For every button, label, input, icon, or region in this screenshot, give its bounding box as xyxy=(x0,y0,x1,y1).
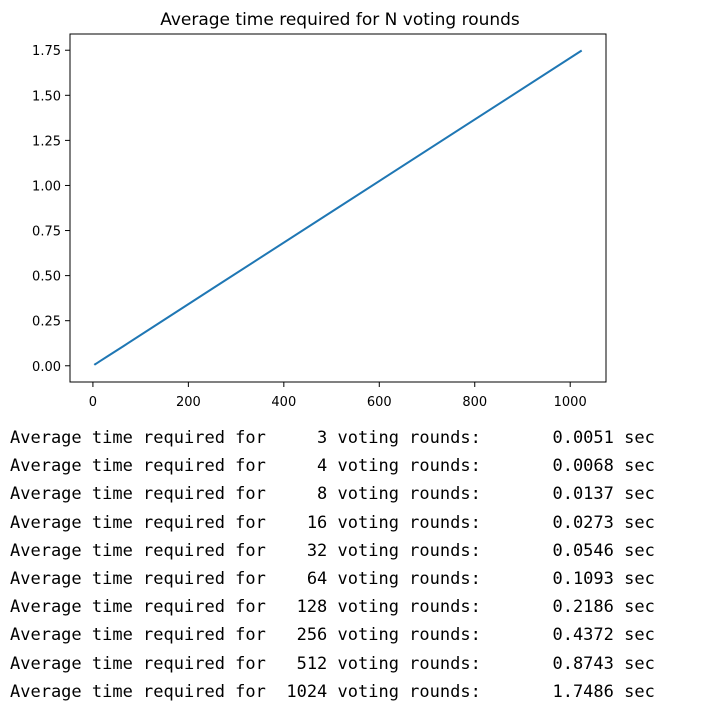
output-middle: voting rounds: xyxy=(337,428,481,448)
output-time: 0.0546 xyxy=(480,540,625,561)
output-time: 0.0068 xyxy=(480,456,625,477)
output-time: 1.7486 xyxy=(480,681,625,702)
y-axis: 0.00 0.25 0.50 0.75 1.00 1.25 1.50 1.75 xyxy=(32,44,70,375)
output-time: 0.0273 xyxy=(480,512,625,533)
output-line: Average time required for 128 voting rou… xyxy=(10,593,717,621)
y-tick-label: 1.50 xyxy=(32,89,61,104)
x-tick-label: 0 xyxy=(89,395,97,410)
chart-figure: Average time required for N voting round… xyxy=(32,10,607,410)
output-unit: sec xyxy=(624,540,655,561)
output-line: Average time required for 3 voting round… xyxy=(10,424,717,452)
x-tick-label: 1000 xyxy=(554,395,587,410)
plot-area xyxy=(69,33,607,383)
output-prefix: Average time required for xyxy=(10,512,266,533)
output-line: Average time required for 32 voting roun… xyxy=(10,537,717,565)
output-n: 1024 xyxy=(265,681,338,702)
output-line: Average time required for 8 voting round… xyxy=(10,480,717,508)
output-line: Average time required for 256 voting rou… xyxy=(10,621,717,649)
output-n: 64 xyxy=(265,568,338,589)
output-unit: sec xyxy=(624,512,655,533)
y-tick-label: 1.75 xyxy=(32,44,61,59)
output-line: Average time required for 16 voting roun… xyxy=(10,509,717,537)
x-tick-label: 600 xyxy=(367,395,392,410)
output-time: 0.0051 xyxy=(480,428,625,448)
output-prefix: Average time required for xyxy=(10,653,266,674)
output-prefix: Average time required for xyxy=(10,625,266,646)
output-line: Average time required for 1024 voting ro… xyxy=(10,678,717,706)
output-line: Average time required for 64 voting roun… xyxy=(10,565,717,593)
line-chart: Average time required for N voting round… xyxy=(32,10,607,410)
output-unit: sec xyxy=(624,456,655,477)
output-middle: voting rounds: xyxy=(337,653,481,674)
output-prefix: Average time required for xyxy=(10,681,266,702)
y-tick-label: 1.25 xyxy=(32,134,61,149)
chart-title: Average time required for N voting round… xyxy=(160,10,520,30)
output-middle: voting rounds: xyxy=(337,568,481,589)
output-prefix: Average time required for xyxy=(10,568,266,589)
output-middle: voting rounds: xyxy=(337,681,481,702)
console-output: Average time required for 3 voting round… xyxy=(10,424,717,706)
output-middle: voting rounds: xyxy=(337,625,481,646)
output-n: 3 xyxy=(265,428,338,448)
output-prefix: Average time required for xyxy=(10,456,266,477)
output-time: 0.2186 xyxy=(480,597,625,618)
y-tick-label: 0.25 xyxy=(32,315,61,330)
x-tick-label: 400 xyxy=(271,395,296,410)
output-middle: voting rounds: xyxy=(337,456,481,477)
x-tick-label: 800 xyxy=(462,395,487,410)
output-prefix: Average time required for xyxy=(10,540,266,561)
output-middle: voting rounds: xyxy=(337,484,481,505)
output-n: 512 xyxy=(265,653,338,674)
output-prefix: Average time required for xyxy=(10,484,266,505)
y-tick-label: 0.75 xyxy=(32,225,61,240)
output-unit: sec xyxy=(624,653,655,674)
output-line: Average time required for 512 voting rou… xyxy=(10,650,717,678)
output-n: 256 xyxy=(265,625,338,646)
output-time: 0.4372 xyxy=(480,625,625,646)
output-n: 32 xyxy=(265,540,338,561)
output-n: 128 xyxy=(265,597,338,618)
output-unit: sec xyxy=(624,568,655,589)
output-time: 0.1093 xyxy=(480,568,625,589)
output-middle: voting rounds: xyxy=(337,512,481,533)
output-unit: sec xyxy=(624,625,655,646)
series-line xyxy=(93,49,583,366)
output-unit: sec xyxy=(624,681,655,702)
output-n: 8 xyxy=(265,484,338,505)
y-tick-label: 0.00 xyxy=(32,360,61,375)
output-time: 0.8743 xyxy=(480,653,625,674)
output-prefix: Average time required for xyxy=(10,428,266,448)
output-middle: voting rounds: xyxy=(337,597,481,618)
output-unit: sec xyxy=(624,597,655,618)
output-n: 4 xyxy=(265,456,338,477)
output-time: 0.0137 xyxy=(480,484,625,505)
x-axis: 0 200 400 600 800 1000 xyxy=(89,382,587,410)
x-tick-label: 200 xyxy=(176,395,201,410)
y-tick-label: 0.50 xyxy=(32,270,61,285)
output-n: 16 xyxy=(265,512,338,533)
y-tick-label: 1.00 xyxy=(32,179,61,194)
output-middle: voting rounds: xyxy=(337,540,481,561)
output-unit: sec xyxy=(624,428,655,448)
output-unit: sec xyxy=(624,484,655,505)
series-layer xyxy=(93,49,583,366)
output-prefix: Average time required for xyxy=(10,597,266,618)
output-line: Average time required for 4 voting round… xyxy=(10,452,717,480)
